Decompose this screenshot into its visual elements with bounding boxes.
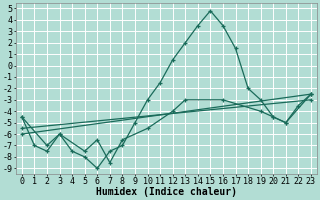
X-axis label: Humidex (Indice chaleur): Humidex (Indice chaleur)	[96, 187, 237, 197]
